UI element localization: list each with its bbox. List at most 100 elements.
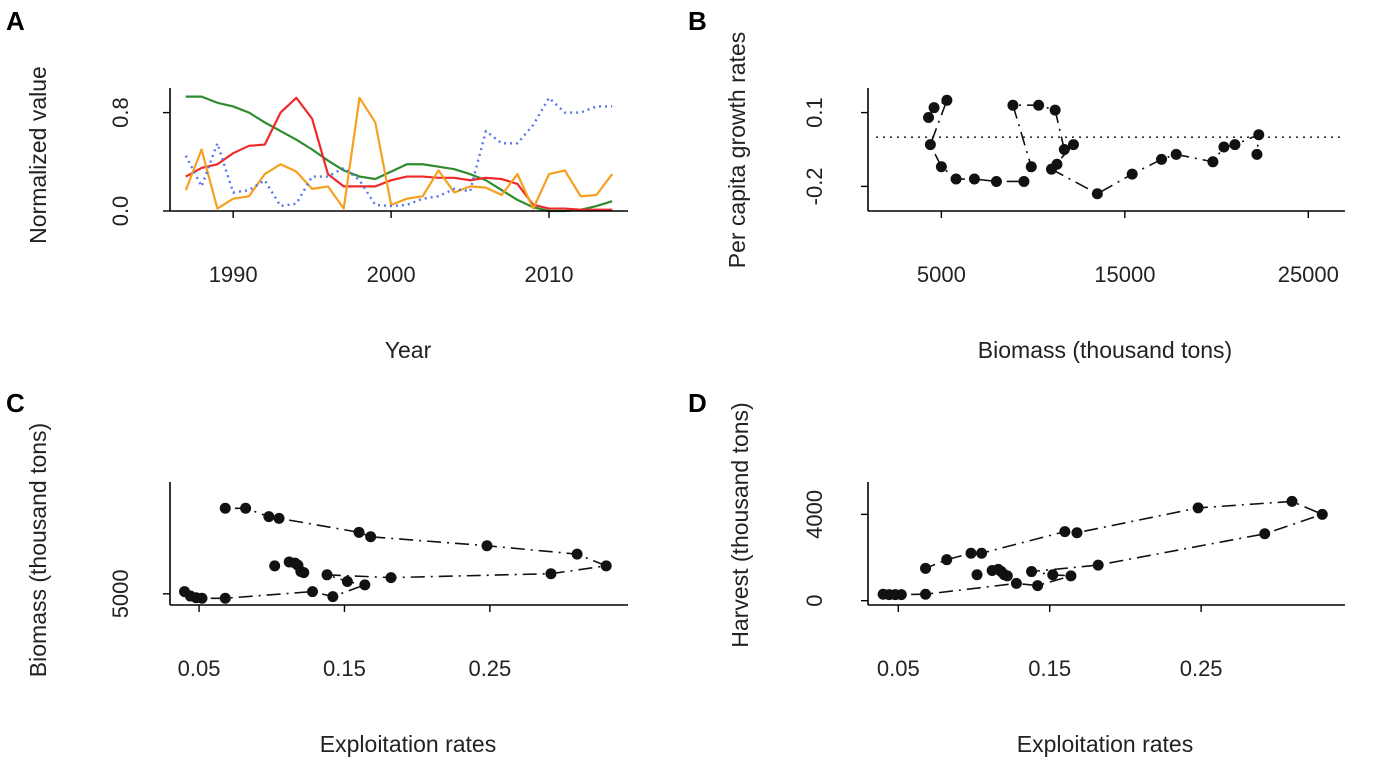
- data-point: [971, 569, 983, 581]
- panel-c-letter: C: [6, 388, 25, 418]
- data-point: [219, 502, 231, 514]
- data-point: [600, 560, 612, 572]
- x-tick-label: 1990: [209, 262, 258, 287]
- panel-a-ticks: 1990 2000 2010 0.0 0.8: [108, 88, 628, 287]
- data-point: [1092, 559, 1104, 571]
- trajectory-path: [184, 507, 610, 600]
- data-point: [1091, 188, 1103, 200]
- panel-c-series: [179, 502, 612, 604]
- data-point: [1067, 139, 1079, 151]
- panel-c: C 0.05 0.15 0.25 5000 Exploitation rates Bi…: [6, 388, 628, 757]
- trajectory-path: [883, 500, 1325, 596]
- x-tick-label: 2010: [525, 262, 574, 287]
- y-tick-label: 0.0: [108, 196, 133, 227]
- series-line-red: [185, 96, 613, 211]
- data-point: [263, 511, 275, 523]
- data-point: [1126, 168, 1138, 180]
- data-point: [1032, 580, 1044, 592]
- data-point: [269, 560, 281, 572]
- series-line-green: [185, 95, 613, 213]
- data-point: [941, 554, 953, 566]
- data-point: [481, 540, 493, 552]
- data-point: [990, 175, 1002, 187]
- series-line-blue: [184, 96, 613, 208]
- panel-a-series: [184, 95, 614, 213]
- data-point: [1059, 526, 1071, 538]
- data-point: [341, 576, 353, 588]
- panel-d-letter: D: [688, 388, 707, 418]
- data-point: [321, 569, 333, 581]
- data-point: [571, 548, 583, 560]
- x-tick-label: 0.15: [1028, 656, 1071, 681]
- data-point: [1026, 566, 1038, 578]
- panel-d-x-title: Exploitation rates: [1017, 731, 1193, 757]
- series-line-orange: [184, 96, 614, 210]
- x-tick-label: 25000: [1278, 262, 1339, 287]
- data-point: [327, 591, 339, 603]
- panel-b-letter: B: [688, 6, 707, 36]
- y-tick-label: 0.1: [802, 97, 827, 128]
- data-point: [976, 547, 988, 559]
- y-tick-label: 0: [802, 595, 827, 607]
- y-tick-label: 0.8: [108, 97, 133, 128]
- data-point: [385, 572, 397, 584]
- panel-a: A 1990 2000 2010 0.0 0.8 Year Normalized val…: [6, 6, 628, 363]
- panel-c-y-title: Biomass (thousand tons): [25, 423, 51, 677]
- data-point: [1286, 495, 1298, 507]
- y-tick-label: 5000: [108, 569, 133, 618]
- data-point: [941, 94, 953, 106]
- data-point: [1207, 156, 1219, 168]
- data-point: [965, 547, 977, 559]
- data-point: [1047, 569, 1059, 581]
- panel-b-series: [876, 94, 1345, 200]
- panel-d: D 0.05 0.15 0.25 0 4000 Exploitation rates H…: [688, 388, 1345, 757]
- data-point: [1049, 104, 1061, 116]
- x-tick-label: 0.25: [1180, 656, 1223, 681]
- panel-b-y-title: Per capita growth rates: [724, 32, 750, 269]
- data-point: [219, 592, 231, 604]
- data-point: [298, 567, 310, 579]
- panel-b-ticks: 5000 15000 25000 -0.2 0.1: [802, 88, 1345, 287]
- data-point: [1156, 153, 1168, 165]
- data-point: [1170, 148, 1182, 160]
- data-point: [545, 568, 557, 580]
- data-point: [895, 589, 907, 601]
- data-point: [1007, 99, 1019, 111]
- x-tick-label: 0.05: [877, 656, 920, 681]
- data-point: [1058, 144, 1070, 155]
- panel-d-series: [877, 495, 1328, 601]
- data-point: [924, 139, 936, 151]
- panel-d-ticks: 0.05 0.15 0.25 0 4000: [802, 482, 1345, 681]
- data-point: [920, 588, 932, 600]
- data-point: [950, 173, 962, 185]
- data-point: [1259, 528, 1271, 540]
- panel-c-ticks: 0.05 0.15 0.25 5000: [108, 482, 628, 681]
- data-point: [1018, 175, 1030, 187]
- data-point: [935, 161, 947, 173]
- data-point: [196, 592, 208, 604]
- data-point: [1051, 158, 1063, 170]
- x-tick-label: 0.15: [323, 656, 366, 681]
- panel-b: B 5000 15000 25000 -0.2 0.1 Biomass (thousan…: [688, 6, 1345, 363]
- y-tick-label: -0.2: [802, 167, 827, 205]
- data-point: [923, 112, 935, 124]
- data-point: [1001, 570, 1013, 582]
- data-point: [1025, 161, 1037, 173]
- data-point: [1071, 527, 1083, 539]
- data-point: [365, 531, 377, 543]
- data-point: [359, 579, 371, 591]
- panel-a-x-title: Year: [385, 337, 432, 363]
- data-point: [1033, 99, 1045, 111]
- data-point: [353, 526, 365, 538]
- data-point: [1229, 139, 1241, 151]
- data-point: [920, 562, 932, 574]
- panel-a-letter: A: [6, 6, 25, 36]
- x-tick-label: 5000: [917, 262, 966, 287]
- x-tick-label: 2000: [367, 262, 416, 287]
- data-point: [1192, 502, 1204, 514]
- x-tick-label: 15000: [1094, 262, 1155, 287]
- data-point: [1251, 148, 1263, 160]
- data-point: [1253, 129, 1265, 141]
- data-point: [1316, 508, 1328, 520]
